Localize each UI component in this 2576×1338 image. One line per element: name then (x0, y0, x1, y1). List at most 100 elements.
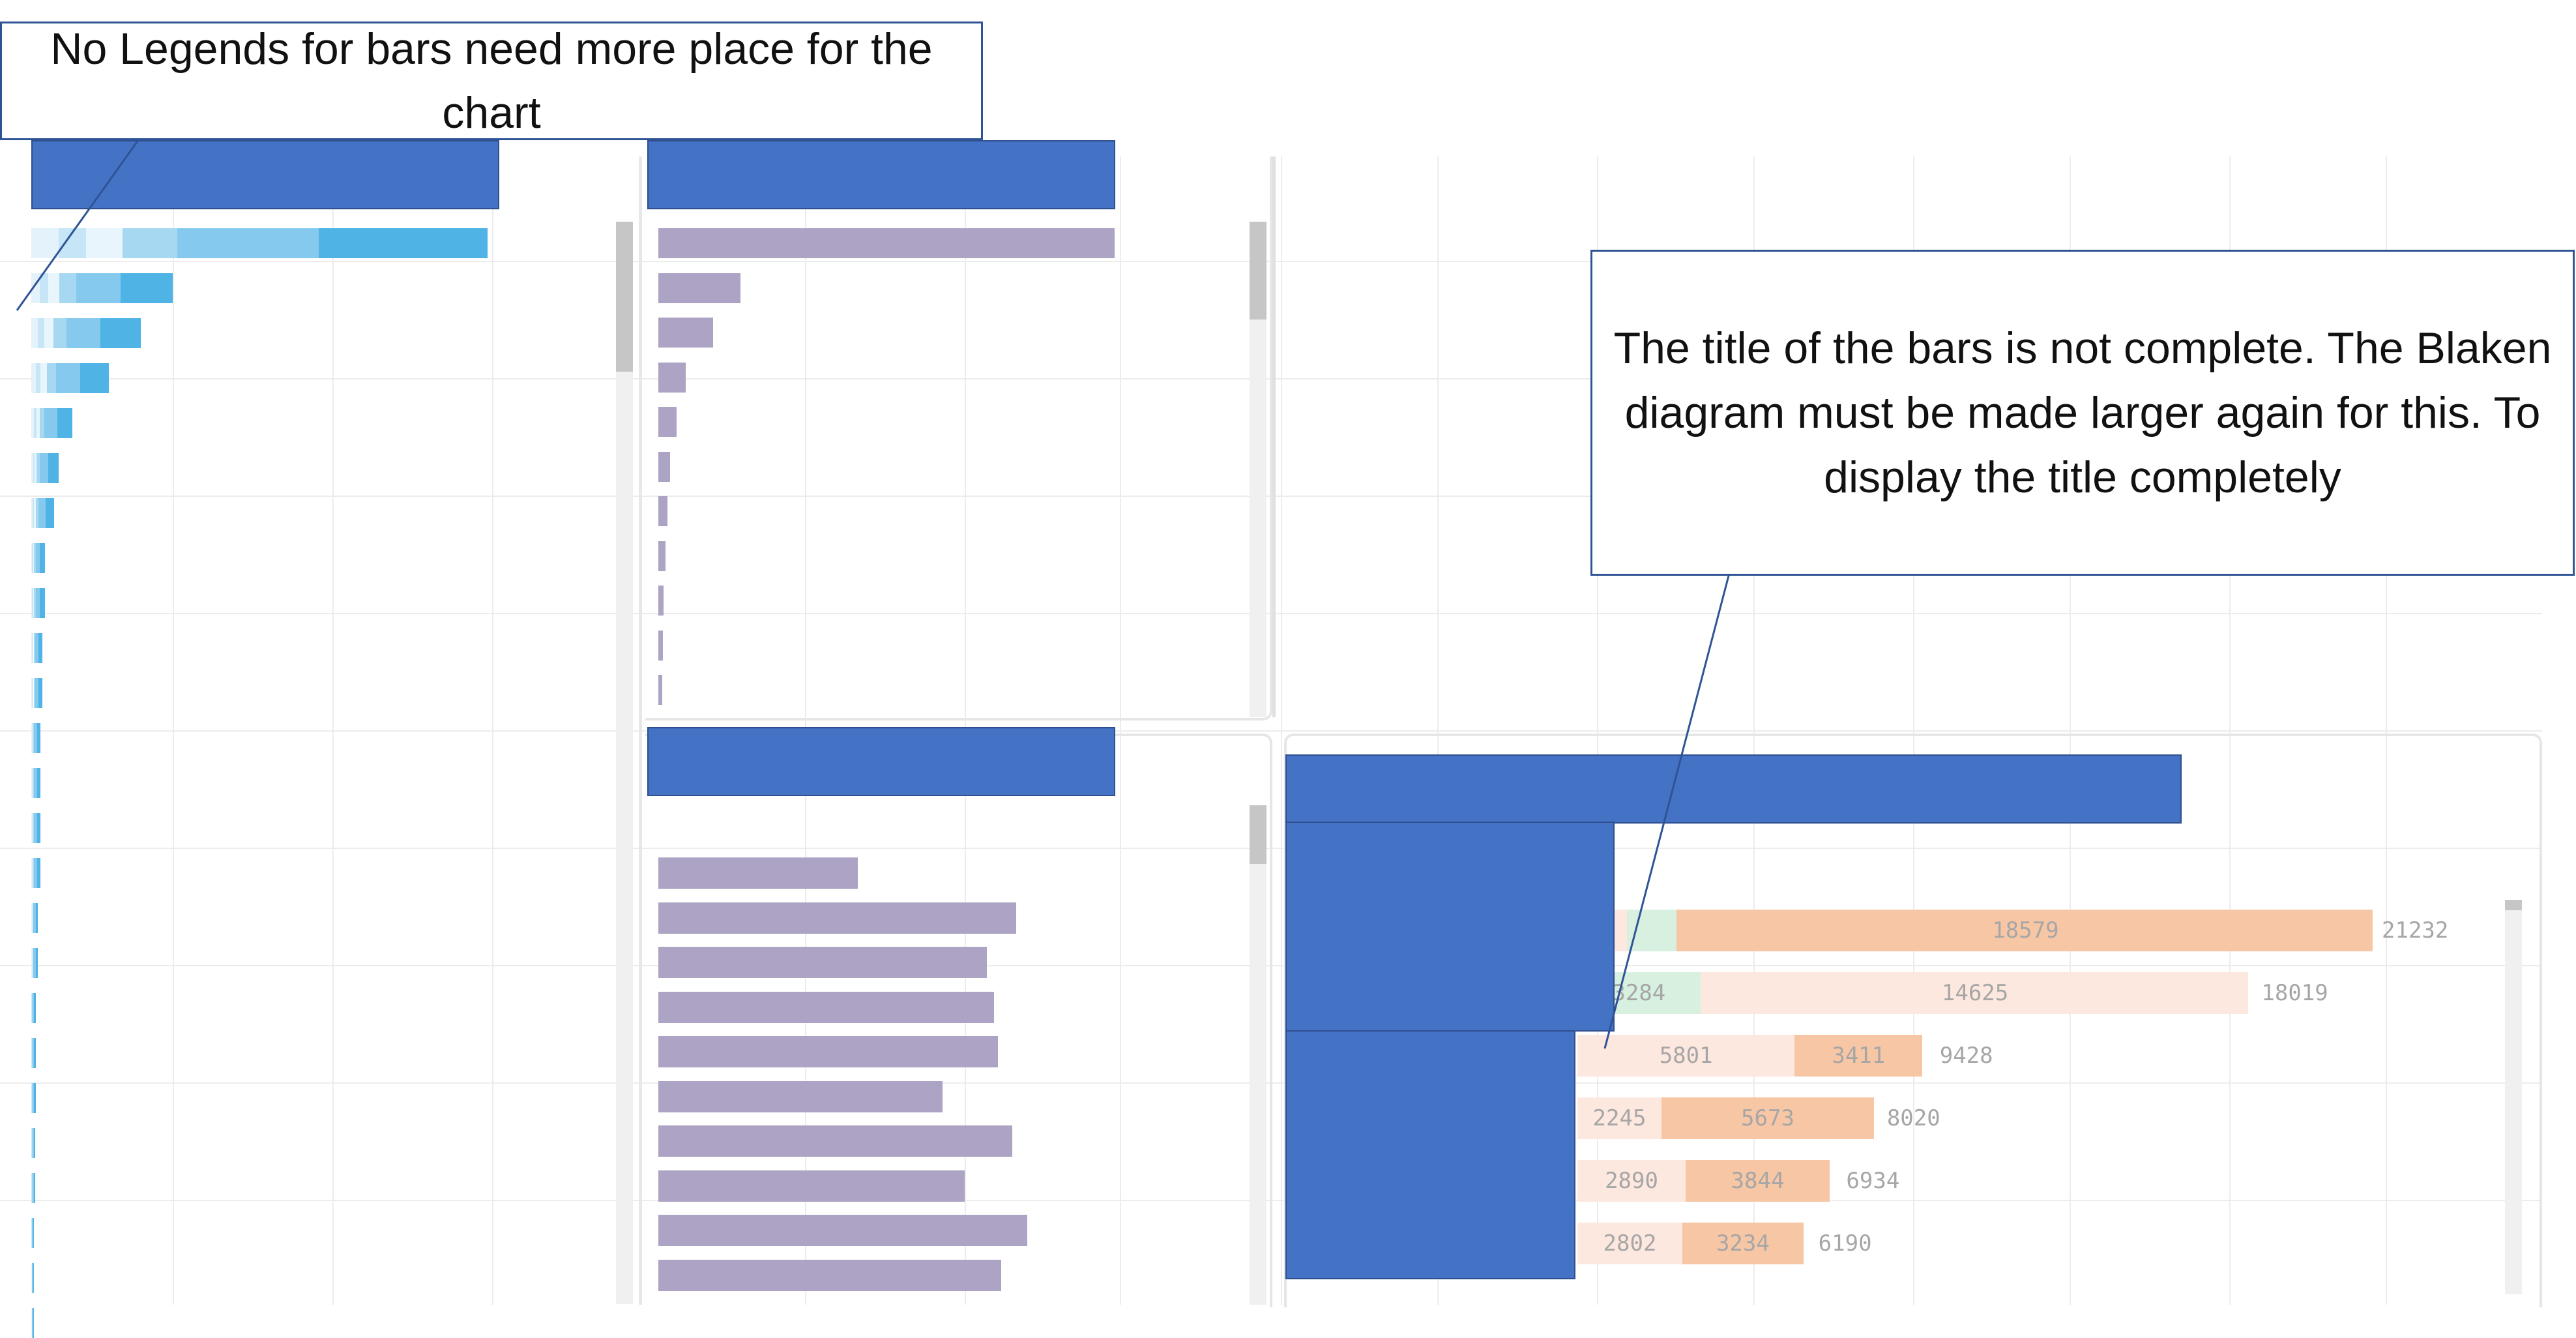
scrollbar-thumb-bottom-right[interactable] (2505, 900, 2522, 910)
callout-no-legends-text: No Legends for bars need more place for … (18, 17, 965, 145)
scrollbar-thumb-top-middle[interactable] (1250, 222, 1266, 320)
bar-top-left[interactable] (31, 543, 45, 573)
segment-value-label: 2802 (1598, 1227, 1663, 1260)
bar-top-middle[interactable] (658, 318, 713, 348)
bar-top-middle[interactable] (658, 496, 667, 526)
bar-top-middle[interactable] (658, 675, 662, 705)
bar-segment (38, 678, 42, 708)
bar-top-middle[interactable] (658, 631, 663, 661)
bar-top-left[interactable] (31, 588, 45, 618)
bar-segment (36, 363, 40, 393)
bar-top-left[interactable] (31, 453, 59, 483)
bar-total-label: 9428 (1940, 1039, 1993, 1072)
chart-bottom-right: 185792123232841462518019580134119428N...… (1577, 910, 2503, 1305)
bar-bottom-middle[interactable] (658, 1260, 1001, 1291)
bar-top-middle[interactable] (658, 586, 664, 616)
bar-segment (36, 903, 38, 933)
bar-segment (33, 1263, 34, 1293)
bar-top-left[interactable] (31, 903, 38, 933)
bar-segment (48, 273, 59, 303)
bar-top-left[interactable] (31, 858, 40, 888)
bar-segment (123, 228, 177, 258)
bar-top-left[interactable] (31, 633, 43, 663)
redacted-title-bottom-middle (647, 727, 1115, 796)
segment-value-label: 2890 (1599, 1165, 1664, 1197)
bar-top-middle[interactable] (658, 273, 740, 303)
bar-segment (53, 318, 66, 348)
bar-segment (38, 633, 42, 663)
bar-top-left[interactable] (31, 723, 40, 753)
bar-top-left[interactable] (31, 228, 488, 258)
bar-segment (34, 993, 36, 1023)
bar-top-left[interactable] (31, 408, 72, 438)
bar-bottom-middle[interactable] (658, 1125, 1012, 1157)
bar-segment (59, 228, 86, 258)
bar-top-left[interactable] (31, 768, 40, 798)
bar-top-left[interactable] (31, 498, 54, 528)
bar-segment (37, 813, 40, 843)
bar-segment (40, 363, 47, 393)
bar-top-left[interactable] (31, 1308, 34, 1338)
bar-segment (319, 228, 488, 258)
bar-bottom-middle[interactable] (658, 902, 1016, 934)
bar-top-left[interactable] (31, 273, 173, 303)
bar-segment (34, 1038, 36, 1068)
scrollbar-thumb-bottom-middle[interactable] (1250, 805, 1266, 864)
bar-segment (38, 318, 44, 348)
redacted-category-labels-top (1285, 822, 1615, 1032)
bar-segment (59, 273, 76, 303)
bar-total-label: 6190 (1819, 1227, 1872, 1260)
redacted-title-top-left (31, 140, 499, 209)
panel-divider-right (1272, 156, 1276, 717)
bar-top-left[interactable] (31, 1083, 36, 1113)
bar-top-left[interactable] (31, 1038, 36, 1068)
segment-value-label: 3411 (1826, 1039, 1891, 1072)
scrollbar-bottom-middle[interactable] (1250, 805, 1266, 1305)
bar-top-middle[interactable] (658, 363, 686, 393)
bar-segment (66, 318, 100, 348)
redacted-title-top-middle (647, 140, 1115, 209)
bar-bottom-middle[interactable] (658, 992, 994, 1023)
redacted-title-bottom-right (1285, 754, 2182, 824)
bar-bottom-middle[interactable] (658, 1170, 965, 1202)
bar-top-left[interactable] (31, 363, 109, 393)
bar-segment (44, 408, 57, 438)
bar-segment (56, 363, 80, 393)
bar-top-left[interactable] (31, 1173, 35, 1203)
bar-top-left[interactable] (31, 678, 43, 708)
scrollbar-top-left[interactable] (616, 222, 633, 1304)
bar-segment (100, 318, 141, 348)
bar-segment (40, 588, 45, 618)
bar-total-label: 8020 (1887, 1102, 1940, 1135)
bar-segment (34, 1128, 35, 1158)
bar-segment (57, 408, 72, 438)
bar-segment (46, 498, 54, 528)
bar-bottom-middle[interactable] (658, 1081, 943, 1112)
bar-top-middle[interactable] (658, 541, 666, 571)
bar-bottom-middle[interactable] (658, 857, 858, 889)
bar-top-middle[interactable] (658, 452, 670, 482)
bar-top-left[interactable] (31, 993, 36, 1023)
bar-segment (33, 1218, 35, 1248)
bar-segment (86, 228, 123, 258)
bar-bottom-middle[interactable] (658, 1215, 1027, 1246)
bar-top-left[interactable] (31, 318, 141, 348)
scrollbar-bottom-right[interactable] (2505, 900, 2522, 1294)
bar-segment (76, 273, 120, 303)
stacked-bar-segment[interactable] (1627, 910, 1676, 951)
scrollbar-thumb-top-left[interactable] (616, 222, 633, 372)
bar-top-left[interactable] (31, 813, 40, 843)
segment-value-label: 3844 (1725, 1165, 1790, 1197)
bar-segment (40, 543, 45, 573)
bar-top-left[interactable] (31, 1263, 34, 1293)
bar-segment (177, 228, 319, 258)
bar-top-left[interactable] (31, 948, 38, 978)
bar-top-left[interactable] (31, 1128, 35, 1158)
bar-bottom-middle[interactable] (658, 1036, 998, 1067)
bar-segment (34, 1173, 35, 1203)
bar-segment (40, 408, 45, 438)
bar-top-left[interactable] (31, 1218, 34, 1248)
bar-top-middle[interactable] (658, 407, 677, 437)
bar-bottom-middle[interactable] (658, 947, 987, 978)
bar-top-middle[interactable] (658, 228, 1115, 258)
